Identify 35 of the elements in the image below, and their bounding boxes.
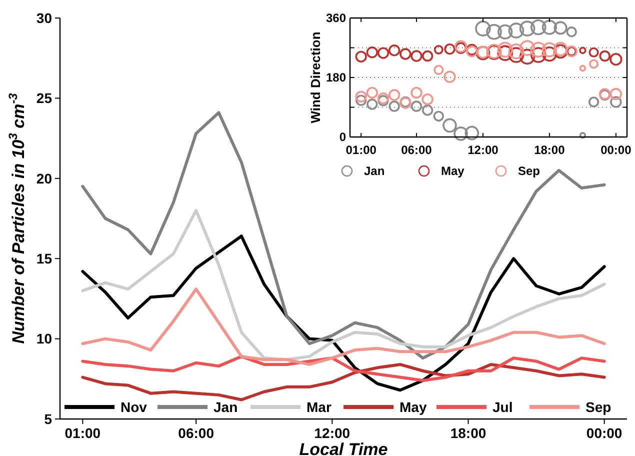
legend-label: Sep xyxy=(518,164,540,178)
legend-label: May xyxy=(400,398,427,415)
legend-label: Jan xyxy=(214,398,238,415)
y-tick-label: 25 xyxy=(36,90,52,106)
x-tick-label: 18:00 xyxy=(450,425,486,441)
line-series xyxy=(81,354,606,382)
x-tick-label: 01:00 xyxy=(346,143,377,157)
y-tick-label: 30 xyxy=(36,10,52,26)
legend-label: May xyxy=(441,164,465,178)
y-tick-label: 5 xyxy=(44,410,52,427)
y-tick-label: 180 xyxy=(326,70,346,85)
legend-label: Jul xyxy=(492,398,513,415)
legend-label: Nov xyxy=(120,398,148,415)
y-tick-label: 20 xyxy=(36,170,52,186)
line-series xyxy=(81,234,606,392)
line-series xyxy=(81,208,606,362)
x-tick-label: 00:00 xyxy=(600,143,632,157)
y-tick-label: 360 xyxy=(326,11,346,26)
x-tick-label: 00:00 xyxy=(586,425,622,441)
y-axis-title: Wind Direction xyxy=(308,32,323,124)
x-axis-title: Local Time xyxy=(299,440,388,456)
legend-label: Mar xyxy=(306,398,332,415)
x-tick-label: 06:00 xyxy=(401,143,432,157)
line-series xyxy=(81,362,606,402)
y-tick-label: 15 xyxy=(36,250,52,266)
y-tick-label: 10 xyxy=(36,330,52,347)
legend-label: Jan xyxy=(364,164,385,178)
legend-label: Sep xyxy=(586,398,612,415)
x-tick-label: 12:00 xyxy=(314,425,350,441)
x-tick-label: 12:00 xyxy=(468,143,499,157)
x-tick-label: 01:00 xyxy=(64,425,101,441)
line-series xyxy=(81,288,606,366)
x-tick-label: 18:00 xyxy=(534,143,566,157)
x-tick-label: 06:00 xyxy=(178,425,214,441)
y-tick-label: 0 xyxy=(339,130,346,144)
